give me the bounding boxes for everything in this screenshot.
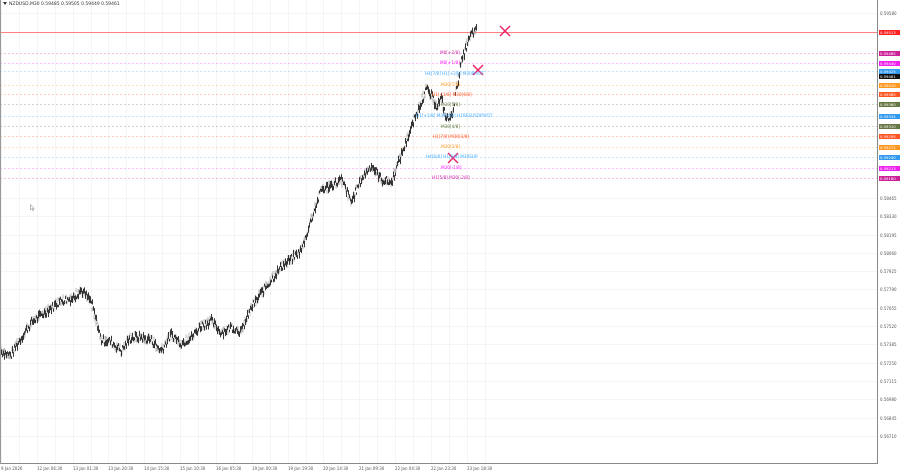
level-label: H1[7/8] M30[3/8] xyxy=(433,134,470,139)
price-tick-label: 0.59580 xyxy=(880,10,897,16)
price-tag: 0.59410 xyxy=(879,82,900,88)
price-tick-label: 0.57655 xyxy=(880,305,897,311)
time-tick-label: 16 Jan 05:30 xyxy=(216,466,242,471)
price-tick-label: 0.57520 xyxy=(880,323,897,329)
time-tick-label: 12 Jan 06:30 xyxy=(37,466,63,471)
price-tick-label: 0.58060 xyxy=(880,250,897,256)
level-label: M30[4/8] xyxy=(441,124,460,129)
price-tick-label: 0.57385 xyxy=(880,341,897,347)
price-tag: 0.59334 xyxy=(879,113,900,119)
price-tag: 0.59180 xyxy=(879,175,900,181)
price-chart[interactable] xyxy=(0,0,878,464)
level-label: M30[5/8] xyxy=(441,102,460,107)
price-series xyxy=(0,24,477,360)
time-tick-label: 13 Jan 01:30 xyxy=(73,466,99,471)
level-label: D1[+1/8] M30[4/8] H1RESUSDPIVOT xyxy=(416,113,493,118)
chart-grid xyxy=(0,0,877,463)
chart-area[interactable]: M0[+2/8] M0[+1/8] H4[7/8] H1[+2/8] M30PIVO… xyxy=(0,0,878,464)
level-label: M30[2/8] xyxy=(441,144,460,149)
price-tick-label: 0.57115 xyxy=(880,378,897,384)
level-label: H4[7/8] H1[+2/8] M30PIVOT xyxy=(425,71,485,76)
price-tick-label: 0.57250 xyxy=(880,360,897,366)
price-tick-label: 0.57790 xyxy=(880,286,897,292)
cross-markers xyxy=(447,25,511,164)
time-tick-label: 22 Jan 23:30 xyxy=(431,466,457,471)
mouse-cursor-icon xyxy=(30,204,35,211)
price-tag: 0.59360 xyxy=(879,101,900,107)
price-tick-label: 0.58465 xyxy=(880,195,897,201)
symbol-ohlc: NZDUSD,M30 0.59485 0.59505 0.59449 0.594… xyxy=(9,2,120,7)
time-tick-label: 19 Jan 19:30 xyxy=(288,466,314,471)
time-tick-label: 15 Jan 10:30 xyxy=(180,466,206,471)
price-tick-label: 0.58195 xyxy=(880,232,897,238)
murrey-levels xyxy=(0,32,877,179)
time-tick-label: 20 Jan 14:30 xyxy=(323,466,349,471)
price-tag: 0.59385 xyxy=(879,91,900,97)
chart-title: NZDUSD,M30 0.59485 0.59505 0.59449 0.594… xyxy=(3,2,120,7)
price-tag: 0.59213 xyxy=(879,165,900,171)
price-tag: 0.59440 xyxy=(879,60,900,66)
price-tag: 0.59295 xyxy=(879,133,900,139)
level-label: M0[+1/8] xyxy=(440,60,460,65)
cross-marker-icon xyxy=(472,64,484,76)
time-tick-label: 21 Jan 09:30 xyxy=(359,466,385,471)
time-tick-label: 14 Jan 15:30 xyxy=(144,466,170,471)
dropdown-arrow-icon[interactable] xyxy=(3,2,7,5)
price-tag: 0.59271 xyxy=(879,144,900,150)
time-tick-label: 9 Jan 2026 xyxy=(1,466,23,471)
price-tag: 0.59485 xyxy=(879,50,900,56)
time-tick-label: 19 Jan 00:30 xyxy=(252,466,278,471)
price-tag: 0.59310 xyxy=(879,123,900,129)
level-label: H1[+1/8] M30[6/8] xyxy=(432,92,472,97)
price-tick-label: 0.58330 xyxy=(880,213,897,219)
price-tick-label: 0.56845 xyxy=(880,415,897,421)
level-label: H1[5/8] M30[-2/8] xyxy=(432,175,470,180)
level-label: M0[+2/8] xyxy=(440,50,460,55)
price-tag: 0.59240 xyxy=(879,154,900,160)
price-tag: 0.59513 xyxy=(879,29,900,35)
price-tag: 0.59425 xyxy=(879,68,900,74)
price-tick-label: 0.56980 xyxy=(880,396,897,402)
cross-marker-icon xyxy=(447,152,459,164)
time-tick-label: 23 Jan 18:30 xyxy=(467,466,493,471)
level-label: H4[6/8] H1[6/8] M30SUP xyxy=(426,154,478,159)
time-tick-label: 13 Jan 20:30 xyxy=(108,466,134,471)
level-label: M30[-1/8] xyxy=(441,165,462,170)
level-label: M30[7/8] xyxy=(441,82,460,87)
price-tag: 0.59461 xyxy=(879,73,900,79)
price-tick-label: 0.57925 xyxy=(880,268,897,274)
price-tick-label: 0.56710 xyxy=(880,433,897,439)
time-tick-label: 22 Jan 04:30 xyxy=(395,466,421,471)
cross-marker-icon xyxy=(499,25,511,37)
